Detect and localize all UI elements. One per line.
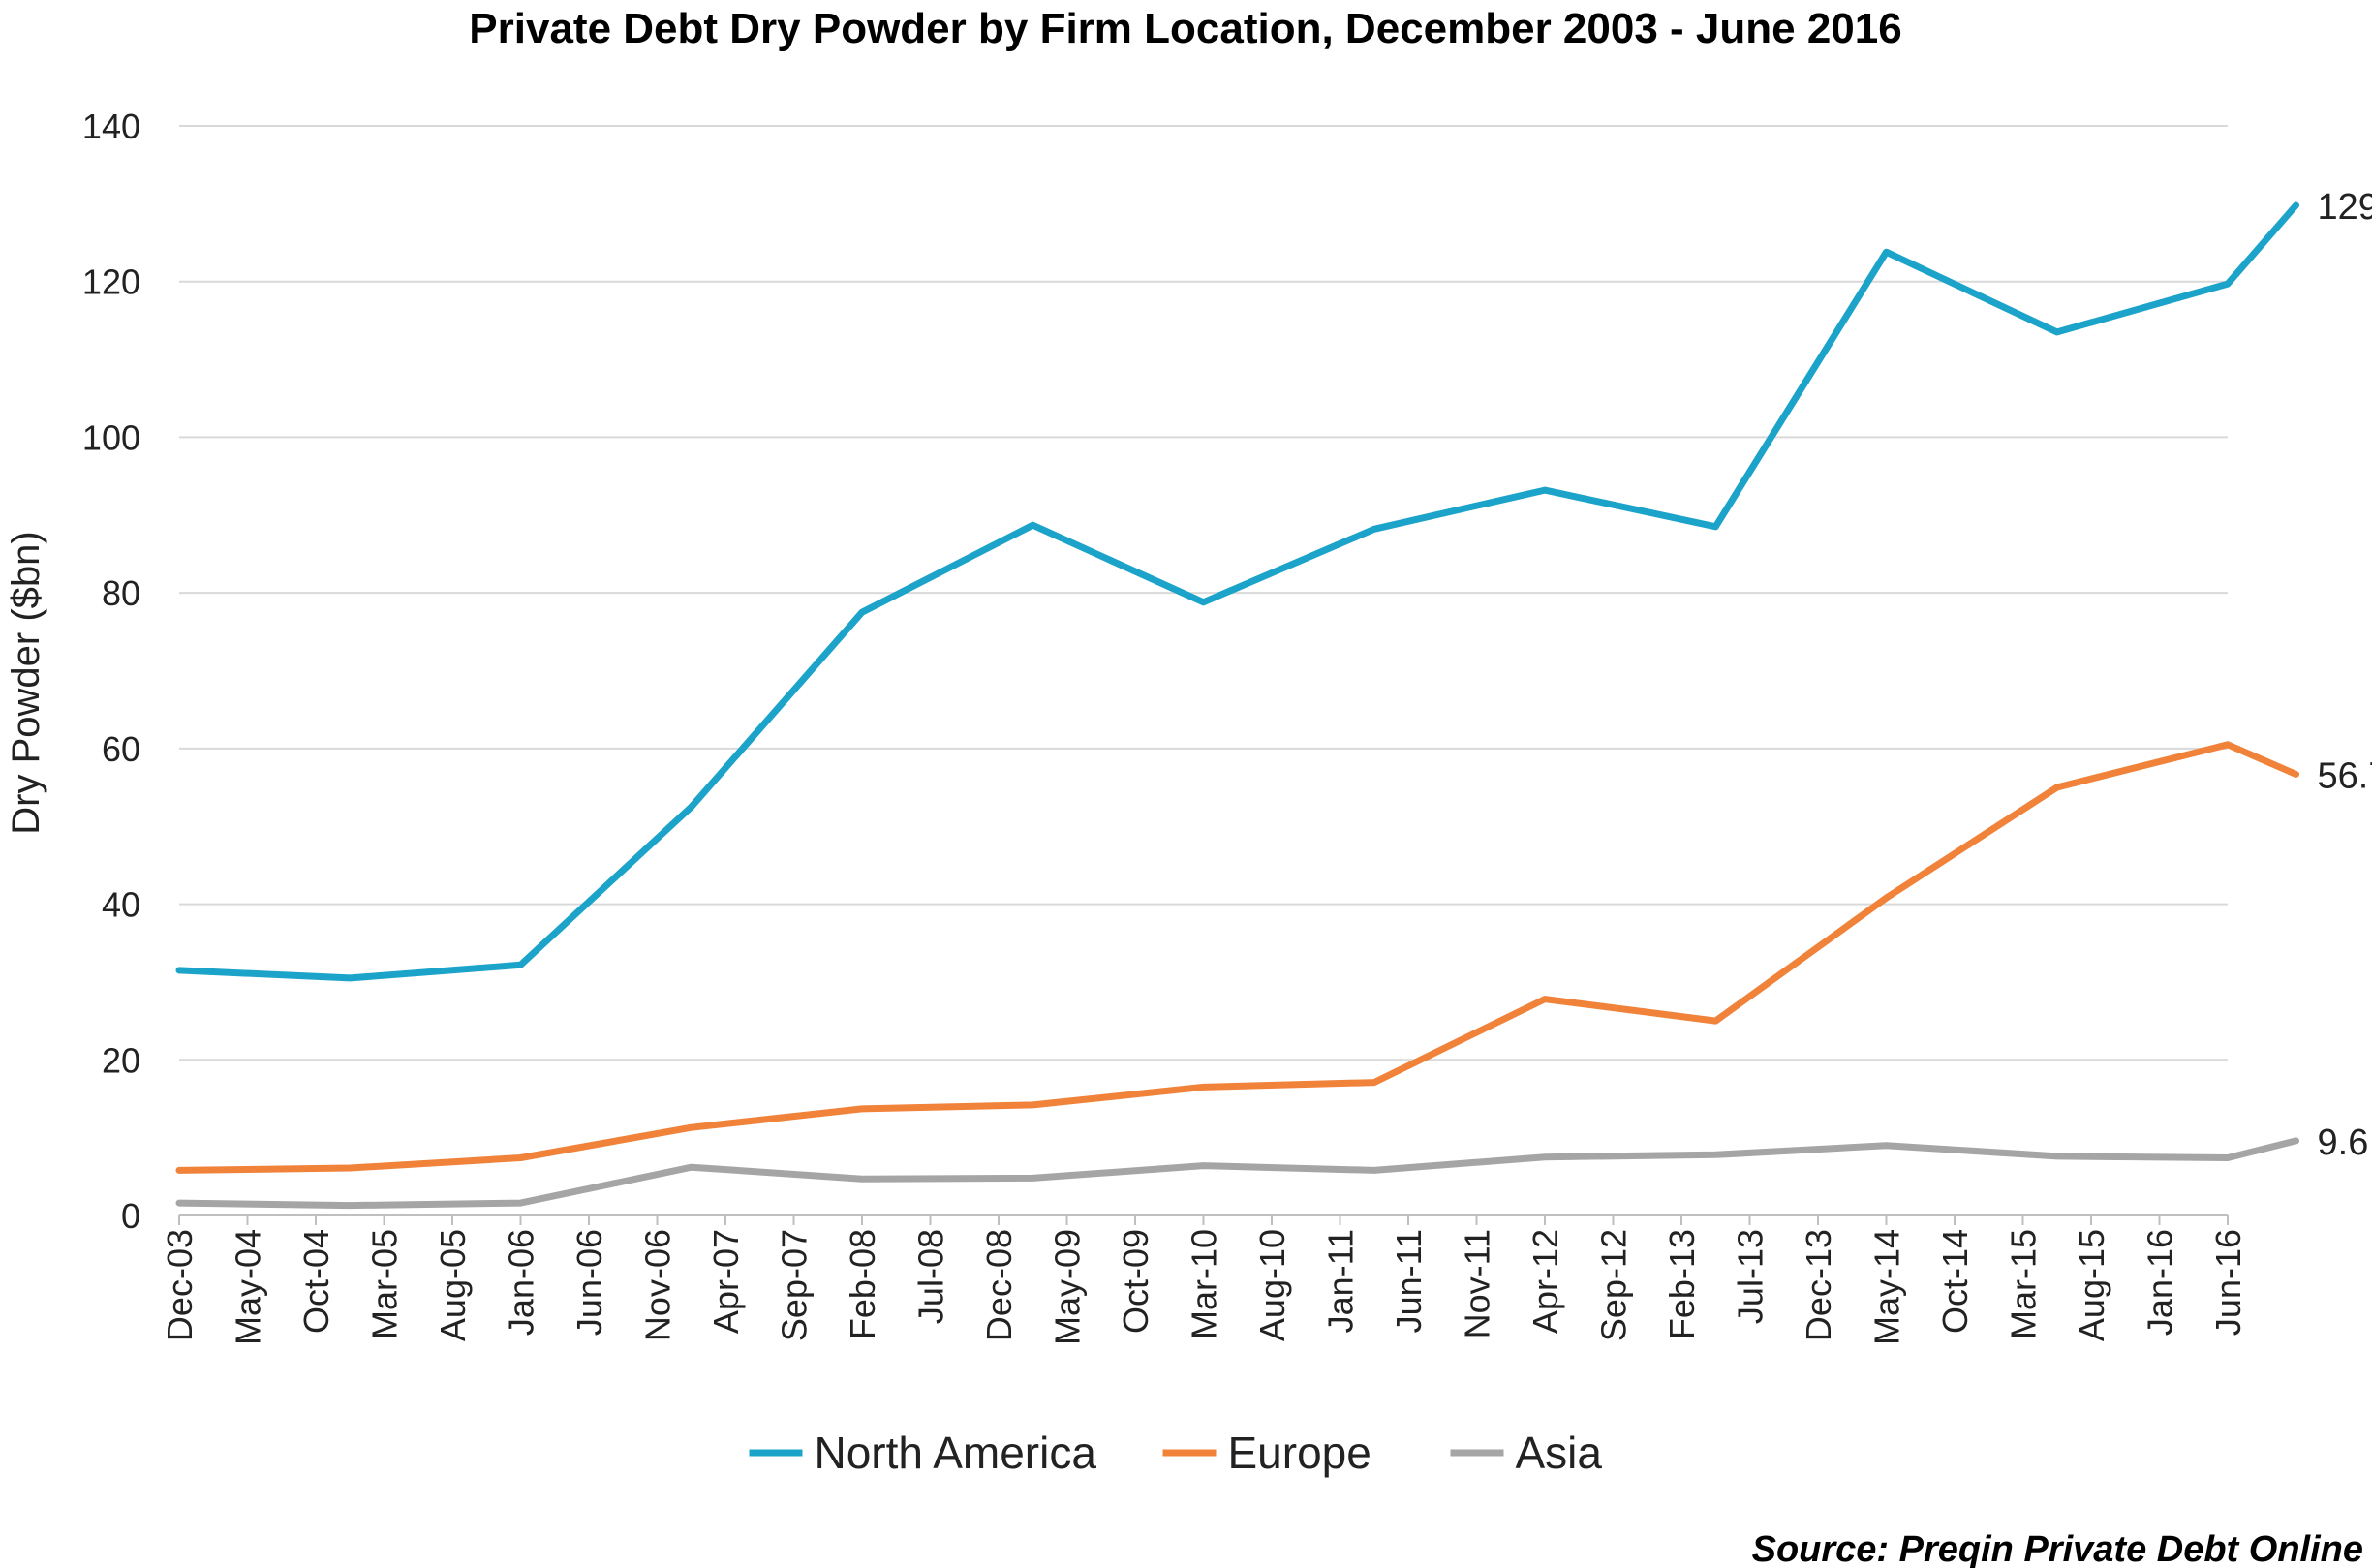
- x-tick-label: Sep-12: [1594, 1229, 1634, 1341]
- x-tick-label: Dec-08: [979, 1229, 1019, 1341]
- y-tick-label: 40: [102, 885, 140, 925]
- x-tick-label: Jun-16: [2208, 1229, 2248, 1336]
- x-tick-label: Nov-11: [1458, 1229, 1497, 1338]
- x-tick-label: Dec-13: [1799, 1229, 1838, 1341]
- x-tick-label: Jan-11: [1321, 1229, 1361, 1333]
- x-tick-label: Dec-03: [160, 1229, 200, 1341]
- x-tick-label: Sep-07: [775, 1229, 815, 1341]
- x-tick-label: Aug-15: [2072, 1229, 2111, 1341]
- x-tick-label: Jan-16: [2141, 1229, 2180, 1336]
- y-tick-label: 80: [102, 573, 140, 613]
- end-label-europe: 56.7: [2318, 755, 2372, 796]
- series-line-north-america: [175, 201, 2299, 982]
- gridlines: [179, 125, 2228, 1216]
- x-tick-label: Apr-07: [706, 1229, 746, 1334]
- legend: North America Europe Asia: [749, 1428, 1603, 1478]
- x-tick-label: May-04: [229, 1229, 268, 1345]
- x-tick-label: Mar-15: [2004, 1229, 2044, 1339]
- y-tick-label: 20: [102, 1040, 140, 1080]
- x-tick-label: Aug-05: [433, 1229, 473, 1341]
- end-label-north-america: 129.8: [2318, 187, 2372, 228]
- x-tick-label: Oct-09: [1116, 1229, 1155, 1334]
- y-tick-label: 100: [82, 417, 140, 457]
- legend-label-asia: Asia: [1516, 1428, 1603, 1478]
- x-tick-label: Jun-11: [1389, 1229, 1429, 1333]
- legend-label-north-america: North America: [815, 1428, 1097, 1478]
- x-tick-label: Nov-06: [638, 1229, 678, 1341]
- series-lines: [175, 201, 2299, 1210]
- series-line-asia: [175, 1137, 2299, 1210]
- x-tick-label: May-14: [1867, 1229, 1907, 1345]
- x-tick-label: Aug-10: [1252, 1229, 1292, 1341]
- y-tick-label: 0: [121, 1196, 140, 1236]
- y-tick-label: 140: [82, 107, 140, 146]
- x-tick-label: Feb-08: [843, 1229, 882, 1339]
- x-tick-label: Jul-13: [1731, 1229, 1771, 1324]
- y-tick-label: 120: [82, 262, 140, 302]
- x-tick-label: May-09: [1048, 1229, 1088, 1345]
- x-tick-label: Jan-06: [502, 1229, 541, 1336]
- end-label-asia: 9.6: [2318, 1122, 2369, 1163]
- x-tick-label: Mar-05: [365, 1229, 405, 1339]
- x-tick-label: Oct-04: [296, 1229, 336, 1334]
- end-labels: 129.8 56.7 9.6: [2318, 187, 2372, 1163]
- source-note: Source: Preqin Private Debt Online: [1752, 1529, 2363, 1568]
- chart-title: Private Debt Dry Powder by Firm Location…: [469, 5, 1901, 52]
- legend-label-europe: Europe: [1228, 1428, 1371, 1478]
- x-tick-label: Oct-14: [1935, 1229, 1975, 1334]
- y-axis-ticks: 0 20 40 60 80 100 120 140: [82, 107, 140, 1236]
- y-axis-label: Dry Powder ($bn): [5, 531, 47, 834]
- x-tick-label: Mar-10: [1185, 1229, 1224, 1339]
- x-tick-label: Jul-08: [911, 1229, 951, 1324]
- x-tick-label: Jun-06: [570, 1229, 609, 1336]
- x-tick-label: Apr-12: [1525, 1229, 1565, 1334]
- series-line-europe: [175, 741, 2299, 1174]
- x-tick-label: Feb-13: [1662, 1229, 1702, 1339]
- x-axis-ticks: Dec-03 May-04 Oct-04 Mar-05 Aug-05 Jan-06 Jun-…: [160, 1215, 2248, 1345]
- y-tick-label: 60: [102, 729, 140, 769]
